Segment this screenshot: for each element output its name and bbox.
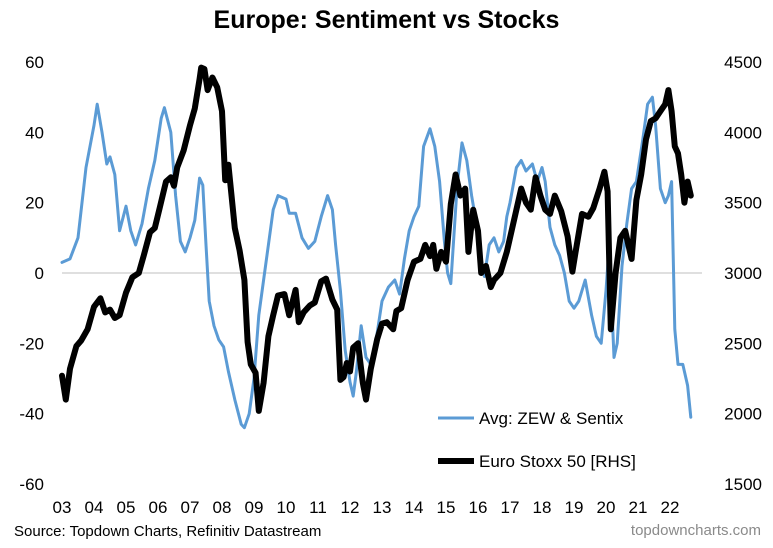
y-axis-left: 60 40 20 0 -20 -40 -60: [19, 53, 44, 494]
series-line-stoxx: [59, 64, 694, 414]
legend: Avg: ZEW & Sentix Euro Stoxx 50 [RHS]: [438, 409, 636, 471]
x-tick-label: 04: [85, 498, 104, 517]
x-tick-label: 05: [117, 498, 136, 517]
x-tick-label: 17: [501, 498, 520, 517]
x-tick-label: 11: [309, 498, 327, 517]
x-tick-label: 16: [469, 498, 488, 517]
y-right-tick-label: 4000: [724, 123, 762, 142]
y-right-tick-label: 2000: [724, 405, 762, 424]
x-tick-label: 13: [373, 498, 392, 517]
x-tick-label: 18: [533, 498, 552, 517]
x-tick-label: 19: [565, 498, 584, 517]
y-left-tick-label: 40: [25, 123, 44, 142]
y-axis-right: 4500 4000 3500 3000 2500 2000 1500: [724, 53, 762, 494]
x-tick-label: 20: [597, 498, 616, 517]
legend-label-sentiment: Avg: ZEW & Sentix: [479, 409, 624, 428]
source-note: Source: Topdown Charts, Refinitiv Datast…: [14, 523, 322, 540]
y-right-tick-label: 4500: [724, 53, 762, 72]
chart-title: Europe: Sentiment vs Stocks: [213, 6, 560, 34]
y-right-tick-label: 3000: [724, 264, 762, 283]
x-tick-label: 21: [629, 498, 648, 517]
x-tick-label: 10: [277, 498, 296, 517]
x-tick-label: 14: [405, 498, 424, 517]
y-right-tick-label: 2500: [724, 334, 762, 353]
y-right-tick-label: 1500: [724, 475, 762, 494]
y-left-tick-label: 60: [25, 53, 44, 72]
x-tick-label: 22: [661, 498, 680, 517]
x-tick-label: 09: [245, 498, 264, 517]
y-left-tick-label: -20: [19, 334, 44, 353]
x-tick-label: 07: [181, 498, 200, 517]
x-axis: 03 04 05 06 07 08 09 10 11 12 13 14 15 16 17 18 19 20 21 22: [53, 498, 680, 517]
legend-label-stoxx: Euro Stoxx 50 [RHS]: [479, 452, 636, 471]
y-right-tick-label: 3500: [724, 194, 762, 213]
watermark: topdowncharts.com: [630, 522, 761, 539]
x-tick-label: 15: [437, 498, 456, 517]
y-left-tick-label: -60: [19, 475, 44, 494]
x-tick-label: 03: [53, 498, 72, 517]
x-tick-label: 06: [149, 498, 168, 517]
y-left-tick-label: 20: [25, 194, 44, 213]
y-left-tick-label: -40: [19, 405, 44, 424]
series-layer: [59, 64, 694, 430]
x-tick-label: 08: [213, 498, 232, 517]
series-line-sentiment: [60, 95, 693, 430]
x-tick-label: 12: [341, 498, 360, 517]
y-left-tick-label: 0: [35, 264, 44, 283]
